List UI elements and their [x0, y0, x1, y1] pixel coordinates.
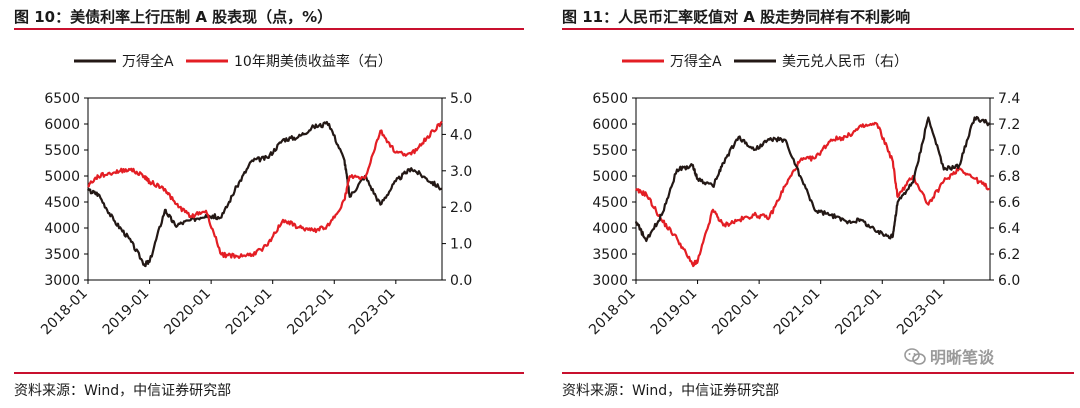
x-tick-label: 2018-01: [38, 286, 91, 339]
title-divider: [14, 28, 524, 30]
wechat-icon: [904, 348, 926, 365]
y-left-tick-label: 3000: [44, 273, 80, 289]
chart-title: 图 10：美债利率上行压制 A 股表现（点，%）: [14, 8, 333, 26]
y-right-tick-label: 1.0: [450, 237, 472, 253]
legend-label: 万得全A: [670, 53, 722, 70]
left-chart-panel: 图 10：美债利率上行压制 A 股表现（点，%） 3000 3500 4000 450…: [0, 0, 530, 408]
x-tick-label: 2023-01: [346, 286, 399, 339]
y-right-tick-label: 5.0: [450, 91, 472, 107]
source-divider: [14, 372, 524, 374]
y-left-tick-label: 4500: [592, 195, 628, 211]
y-right-tick-label: 6.4: [998, 221, 1020, 237]
y-right-tick-label: 7.2: [998, 117, 1020, 133]
y-right-tick-label: 3.0: [450, 164, 472, 180]
x-tick-label: 2020-01: [709, 286, 762, 339]
x-tick-label: 2020-01: [161, 286, 214, 339]
y-right-tick-label: 4.0: [450, 127, 472, 143]
x-tick-label: 2021-01: [223, 286, 276, 339]
y-right-tick-label: 7.0: [998, 143, 1020, 159]
y-right-tick-label: 6.2: [998, 247, 1020, 263]
y-right-tick-label: 2.0: [450, 200, 472, 216]
legend-label: 10年期美债收益率（右）: [234, 53, 392, 70]
y-left-tick-label: 5000: [44, 169, 80, 185]
y-left-tick-label: 5500: [592, 143, 628, 159]
plot-frame: [635, 97, 991, 281]
series-line: [86, 121, 443, 268]
fx-rate-chart: 3000 3500 4000 4500 5000 5500 6000 6500 6.0 6.2 6.…: [586, 53, 1020, 339]
y-right-tick-label: 0.0: [450, 273, 472, 289]
watermark-text: 明晰笔谈: [930, 348, 995, 367]
y-left-tick-label: 3500: [44, 247, 80, 263]
x-tick-label: 2022-01: [284, 286, 337, 339]
y-left-tick-label: 5000: [592, 169, 628, 185]
x-tick-label: 2018-01: [586, 286, 639, 339]
legend-label: 美元兑人民币（右）: [782, 54, 908, 70]
series-line: [635, 121, 990, 268]
source-divider: [562, 372, 1074, 374]
right-chart-panel: 图 11：人民币汇率贬值对 A 股走势同样有不利影响 3000 3500 4000 4…: [548, 0, 1080, 408]
x-tick-label: 2019-01: [648, 286, 701, 339]
legend-label: 万得全A: [122, 53, 174, 70]
y-left-tick-label: 5500: [44, 143, 80, 159]
series-line: [87, 120, 443, 259]
y-left-tick-label: 6000: [592, 117, 628, 133]
y-left-tick-label: 4000: [592, 221, 628, 237]
y-left-tick-label: 4000: [44, 221, 80, 237]
y-left-tick-label: 6000: [44, 117, 80, 133]
y-left-tick-label: 3000: [592, 273, 628, 289]
x-tick-label: 2023-01: [894, 286, 947, 339]
title-divider: [562, 28, 1074, 30]
y-left-tick-label: 6500: [44, 91, 80, 107]
y-right-tick-label: 7.4: [998, 91, 1020, 107]
x-tick-label: 2021-01: [771, 286, 824, 339]
plot-frame: [87, 97, 443, 281]
source-note: 资料来源：Wind，中信证券研究部: [562, 383, 780, 399]
y-right-tick-label: 6.0: [998, 273, 1020, 289]
x-tick-label: 2019-01: [100, 286, 153, 339]
watermark: 明晰笔谈: [904, 344, 994, 368]
y-left-tick-label: 3500: [592, 247, 628, 263]
y-left-tick-label: 4500: [44, 195, 80, 211]
y-right-tick-label: 6.6: [998, 195, 1020, 211]
series-line: [634, 115, 991, 243]
bond-yield-chart: 3000 3500 4000 4500 5000 5500 6000 6500 0.0 1.0 2.…: [38, 53, 472, 339]
source-note: 资料来源：Wind，中信证券研究部: [14, 383, 232, 399]
chart-title: 图 11：人民币汇率贬值对 A 股走势同样有不利影响: [562, 8, 911, 26]
y-left-tick-label: 6500: [592, 91, 628, 107]
x-tick-label: 2022-01: [832, 286, 885, 339]
y-right-tick-label: 6.8: [998, 169, 1020, 185]
